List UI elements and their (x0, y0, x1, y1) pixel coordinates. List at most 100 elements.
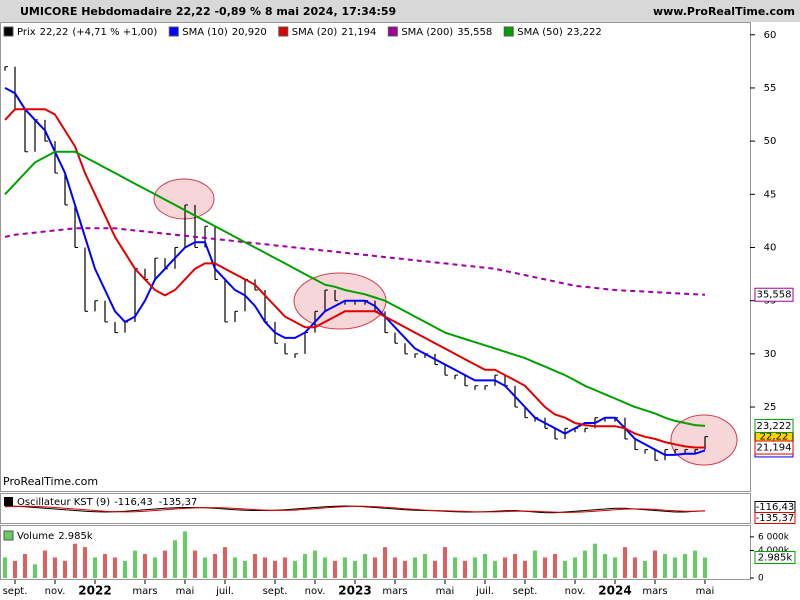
volume-bar (593, 543, 597, 578)
volume-bar (73, 543, 77, 578)
legend-swatch (168, 26, 179, 37)
volume-bar (323, 557, 327, 578)
legend-swatch (278, 26, 289, 37)
value-tag (754, 418, 794, 433)
x-tick-label: 2022 (78, 584, 111, 598)
x-tick-label: 2023 (338, 584, 371, 598)
x-tick-label: 2024 (598, 584, 631, 598)
volume-bar (113, 557, 117, 578)
oscillator-value: -135,37 (159, 497, 198, 508)
volume-bar (533, 550, 537, 578)
legend-swatch (4, 497, 13, 506)
volume-bar (383, 547, 387, 578)
oscillator-line (4, 505, 706, 514)
volume-bar (543, 557, 547, 578)
oscillator-value: -116,43 (114, 497, 153, 508)
main-panel (0, 22, 751, 492)
value-tag-label: -135,37 (756, 513, 795, 524)
volume-bar (503, 557, 507, 578)
x-tick-label: sept. (3, 586, 28, 597)
volume-title: Volume (17, 531, 54, 542)
x-tick-label: mai (176, 586, 195, 597)
value-tag (754, 551, 796, 565)
volume-panel (0, 525, 751, 580)
x-tick-label: nov. (305, 586, 326, 597)
y-tick-label: 30 (764, 349, 777, 360)
volume-bar (583, 550, 587, 578)
volume-bar (453, 557, 457, 578)
volume-bar (83, 547, 87, 578)
volume-bar (243, 560, 247, 578)
volume-bar (23, 554, 27, 578)
volume-bar (473, 557, 477, 578)
value-tag-label: 22,22 (760, 432, 789, 443)
legend-name: SMA (20) (292, 27, 338, 38)
volume-bar (423, 554, 427, 578)
volume-bar (223, 547, 227, 578)
legend-change: (+4,71 % +1,00) (72, 27, 157, 38)
legend-value: 20,920 (232, 27, 267, 38)
y-tick-label: 40 (764, 242, 777, 253)
highlight-circle (153, 178, 215, 220)
x-tick-label: mars (642, 586, 667, 597)
volume-bar (343, 557, 347, 578)
volume-bar (313, 550, 317, 578)
volume-bar (463, 560, 467, 578)
oscillator-title: Oscillateur KST (9) (17, 497, 110, 508)
volume-bar (283, 557, 287, 578)
legend-value: 22,22 (40, 27, 69, 38)
volume-bar (53, 557, 57, 578)
volume-bar (523, 560, 527, 578)
volume-bar (363, 554, 367, 578)
volume-bar (703, 557, 707, 578)
volume-bar (553, 554, 557, 578)
header-site[interactable]: www.ProRealTime.com (653, 5, 795, 18)
legend-swatch (3, 530, 14, 541)
x-tick-label: juil. (215, 586, 234, 597)
volume-bar (13, 560, 17, 578)
volume-value: 2.985k (58, 531, 93, 542)
legend-value: 35,558 (457, 27, 492, 38)
volume-bar (213, 554, 217, 578)
volume-bar (103, 554, 107, 578)
x-tick-label: sept. (263, 586, 288, 597)
x-tick-label: mai (696, 586, 715, 597)
volume-bar (403, 560, 407, 578)
y-tick-label: 6 000k (758, 532, 790, 542)
volume-bar (253, 554, 257, 578)
volume-bar (353, 560, 357, 578)
legend-name: SMA (200) (401, 27, 453, 38)
volume-bar (163, 550, 167, 578)
volume-bar (33, 564, 37, 578)
volume-bar (443, 547, 447, 578)
x-tick-label: mars (382, 586, 407, 597)
volume-bar (273, 560, 277, 578)
volume-bar (483, 554, 487, 578)
watermark: ProRealTime.com (3, 475, 98, 488)
volume-bar (43, 550, 47, 578)
volume-bar (603, 554, 607, 578)
y-tick-label: 50 (764, 136, 777, 147)
legend-name: SMA (50) (517, 27, 563, 38)
volume-bar (373, 557, 377, 578)
y-tick-label: 0 (758, 574, 764, 584)
value-tag (754, 512, 796, 524)
value-tag-label: 2.985k (758, 553, 793, 564)
volume-bar (173, 540, 177, 578)
volume-bar (203, 557, 207, 578)
legend-swatch (387, 26, 398, 37)
highlight-circle (670, 414, 738, 466)
volume-bar (413, 557, 417, 578)
volume-bar (3, 557, 7, 578)
volume-bar (393, 557, 397, 578)
value-tag-label: -116,43 (756, 502, 795, 513)
legend-value: 23,222 (567, 27, 602, 38)
volume-bar (123, 560, 127, 578)
volume-bar (93, 557, 97, 578)
x-tick-label: nov. (45, 586, 66, 597)
volume-bar (613, 557, 617, 578)
volume-bar (693, 550, 697, 578)
volume-bar (493, 560, 497, 578)
y-tick-label: 25 (764, 402, 777, 413)
x-tick-label: mai (436, 586, 455, 597)
